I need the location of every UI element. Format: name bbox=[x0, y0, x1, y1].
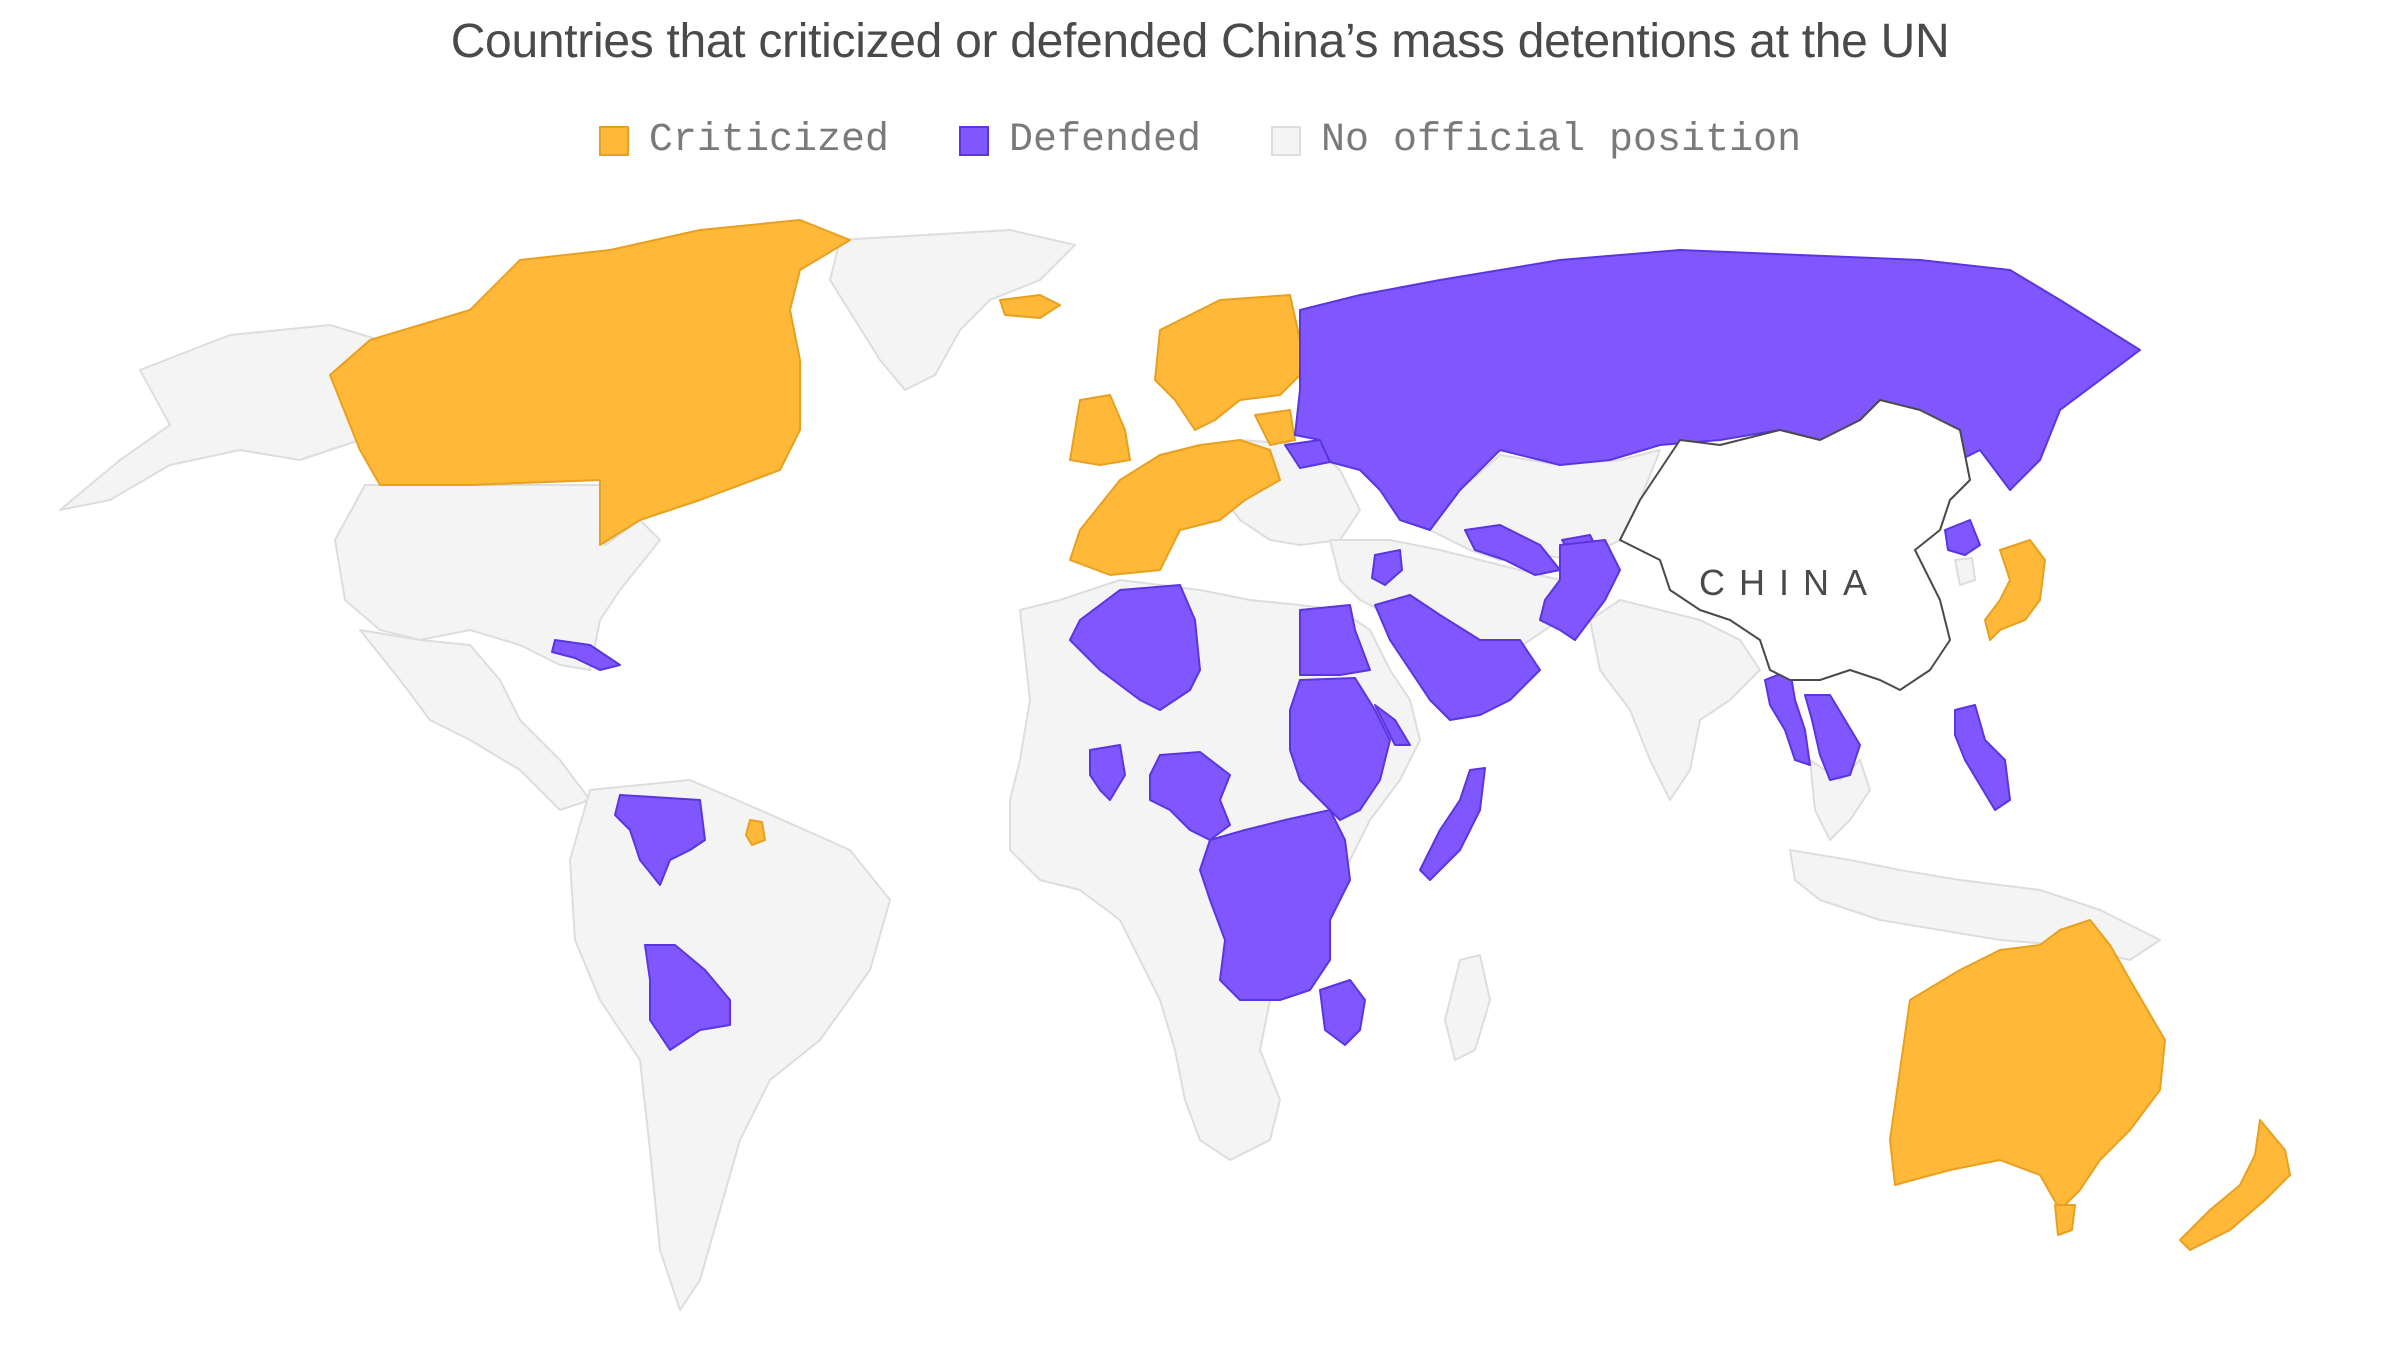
country-south-korea bbox=[1954, 557, 1976, 586]
country-china bbox=[1619, 399, 1971, 691]
country-greenland bbox=[829, 229, 1076, 391]
legend-item-defended: Defended bbox=[958, 118, 1201, 163]
country-south-america bbox=[569, 779, 891, 1311]
country-egypt bbox=[1299, 604, 1371, 676]
country-burkina-togo bbox=[1089, 744, 1126, 801]
country-bolivia bbox=[644, 944, 731, 1051]
legend-label-no-position: No official position bbox=[1321, 118, 1802, 163]
country-eritrea bbox=[1374, 704, 1411, 746]
country-somalia bbox=[1419, 767, 1486, 881]
country-myanmar bbox=[1764, 669, 1811, 766]
country-saudi-arabia-gulf bbox=[1374, 594, 1541, 721]
country-baltics bbox=[1254, 409, 1296, 446]
country-japan bbox=[1984, 539, 2046, 641]
country-new-zealand bbox=[2179, 1119, 2291, 1251]
no-position-swatch bbox=[1271, 125, 1301, 156]
country-canada bbox=[329, 219, 851, 546]
country-western-europe bbox=[1069, 439, 1281, 576]
world-map-svg: CHINA bbox=[59, 219, 2291, 1311]
country-regions bbox=[59, 219, 2291, 1311]
country-madagascar bbox=[1444, 954, 1491, 1061]
country-india-south-asia bbox=[1589, 599, 1761, 801]
legend: Criticized Defended No official position bbox=[0, 118, 2400, 163]
country-cuba bbox=[551, 639, 621, 671]
country-australia bbox=[1889, 919, 2166, 1211]
legend-label-defended: Defended bbox=[1008, 118, 1201, 163]
country-algeria bbox=[1069, 584, 1201, 711]
country-uk-ireland bbox=[1069, 394, 1131, 466]
country-sudan-south-sudan bbox=[1289, 677, 1391, 821]
country-central-africa bbox=[1199, 809, 1351, 1001]
criticized-swatch bbox=[598, 125, 629, 156]
country-zimbabwe bbox=[1319, 979, 1366, 1046]
defended-swatch bbox=[958, 125, 989, 156]
country-iceland bbox=[999, 294, 1061, 319]
country-alaska bbox=[59, 324, 381, 511]
country-venezuela bbox=[614, 794, 706, 886]
legend-item-no-position: No official position bbox=[1271, 118, 1801, 163]
legend-label-criticized: Criticized bbox=[648, 118, 889, 163]
country-north-korea bbox=[1944, 519, 1981, 556]
country-turkmenistan bbox=[1464, 524, 1561, 576]
country-tasmania bbox=[2054, 1204, 2076, 1236]
map-title: Countries that criticized or defended Ch… bbox=[450, 15, 1950, 68]
country-pakistan bbox=[1539, 539, 1621, 641]
world-map: CHINA bbox=[0, 200, 2400, 1350]
china-label: CHINA bbox=[1699, 562, 1881, 603]
country-philippines bbox=[1954, 704, 2011, 811]
country-syria bbox=[1371, 549, 1403, 586]
country-french-guiana bbox=[745, 819, 766, 846]
legend-item-criticized: Criticized bbox=[598, 118, 889, 163]
country-laos-cambodia bbox=[1804, 694, 1861, 781]
country-scandinavia bbox=[1154, 294, 1306, 431]
country-usa bbox=[334, 484, 661, 671]
